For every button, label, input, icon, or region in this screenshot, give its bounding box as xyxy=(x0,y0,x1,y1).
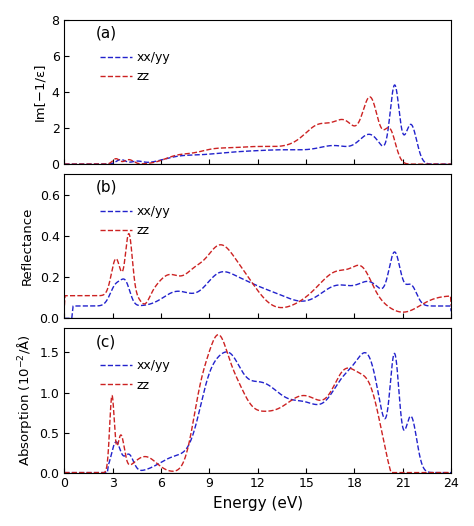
zz xyxy=(62,469,67,476)
xx/yy xyxy=(437,469,443,476)
xx/yy xyxy=(437,161,443,167)
zz xyxy=(126,230,132,237)
zz xyxy=(438,294,443,300)
zz xyxy=(62,161,67,167)
zz xyxy=(437,161,443,167)
zz xyxy=(366,274,372,280)
zz xyxy=(239,144,245,150)
xx/yy xyxy=(366,131,372,137)
xx/yy xyxy=(392,249,398,255)
zz xyxy=(448,161,454,167)
xx/yy xyxy=(250,280,255,287)
Y-axis label: Absorption (10$^{-2}$/Å): Absorption (10$^{-2}$/Å) xyxy=(15,335,34,467)
zz xyxy=(250,403,255,410)
Legend: xx/yy, zz: xx/yy, zz xyxy=(95,46,175,88)
xx/yy xyxy=(250,148,255,154)
zz xyxy=(367,94,373,100)
zz xyxy=(215,331,221,338)
xx/yy xyxy=(448,469,454,476)
zz xyxy=(437,294,443,300)
Line: xx/yy: xx/yy xyxy=(64,352,451,472)
zz xyxy=(82,292,87,299)
zz xyxy=(62,302,67,309)
Line: zz: zz xyxy=(64,335,451,472)
zz xyxy=(250,280,255,287)
Text: (a): (a) xyxy=(95,26,117,41)
zz xyxy=(400,309,406,315)
xx/yy xyxy=(239,148,245,155)
Y-axis label: Im[−1/ε]: Im[−1/ε] xyxy=(33,63,46,122)
xx/yy xyxy=(366,278,372,285)
zz xyxy=(366,380,372,386)
xx/yy xyxy=(239,369,245,375)
xx/yy xyxy=(392,82,398,88)
zz xyxy=(82,469,87,476)
zz xyxy=(448,302,454,309)
zz xyxy=(437,469,443,476)
Line: zz: zz xyxy=(64,234,451,312)
xx/yy xyxy=(82,303,87,309)
X-axis label: Energy (eV): Energy (eV) xyxy=(213,496,303,511)
Legend: xx/yy, zz: xx/yy, zz xyxy=(95,200,175,242)
xx/yy xyxy=(437,303,443,309)
xx/yy xyxy=(250,378,255,384)
zz xyxy=(448,469,454,476)
Y-axis label: Reflectance: Reflectance xyxy=(21,207,34,286)
xx/yy xyxy=(239,276,245,282)
Line: zz: zz xyxy=(64,97,451,164)
xx/yy xyxy=(82,161,87,167)
xx/yy xyxy=(62,315,67,321)
Legend: xx/yy, zz: xx/yy, zz xyxy=(95,355,175,397)
xx/yy xyxy=(82,469,87,476)
Text: (b): (b) xyxy=(95,180,117,195)
zz xyxy=(250,144,255,150)
xx/yy xyxy=(366,353,372,360)
zz xyxy=(437,469,443,476)
xx/yy xyxy=(62,469,67,476)
xx/yy xyxy=(437,303,443,309)
zz xyxy=(437,161,443,167)
Text: (c): (c) xyxy=(95,334,116,349)
xx/yy xyxy=(437,161,443,167)
zz xyxy=(239,266,245,272)
xx/yy xyxy=(448,308,454,315)
Line: xx/yy: xx/yy xyxy=(64,252,451,318)
zz xyxy=(82,161,87,167)
xx/yy xyxy=(448,161,454,167)
xx/yy xyxy=(62,161,67,167)
xx/yy xyxy=(437,469,443,476)
zz xyxy=(239,387,245,393)
zz xyxy=(366,94,372,100)
xx/yy xyxy=(224,349,229,355)
Line: xx/yy: xx/yy xyxy=(64,85,451,164)
